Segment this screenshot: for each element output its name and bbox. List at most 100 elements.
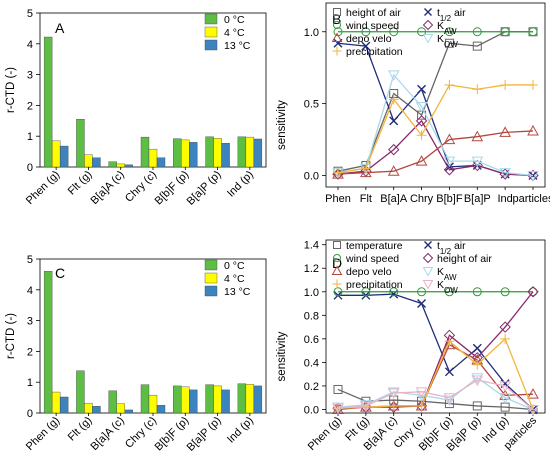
bar xyxy=(76,370,85,414)
marker-triangle-down xyxy=(415,387,428,398)
legend-swatch xyxy=(204,272,218,284)
legend-label: depo velo xyxy=(346,266,392,278)
bar xyxy=(124,164,133,168)
marker-circle xyxy=(389,287,399,297)
series-line xyxy=(337,73,534,177)
bar xyxy=(237,383,247,414)
legend-label: wind speed xyxy=(345,253,399,265)
marker-circle xyxy=(500,287,510,297)
marker-plus xyxy=(444,336,455,347)
legend-label: t1/2 air xyxy=(437,240,466,256)
marker-plus xyxy=(416,130,427,141)
bar xyxy=(51,391,61,414)
marker-triangle-down xyxy=(499,381,511,392)
bar xyxy=(148,148,158,168)
y-axis-label: sensitivity xyxy=(276,331,288,381)
bar xyxy=(213,138,222,168)
panel-label: B xyxy=(332,11,341,27)
marker-diamond xyxy=(422,252,434,264)
y-tick-label: 0.2 xyxy=(304,381,319,393)
bar xyxy=(245,136,255,168)
series-line xyxy=(337,291,534,409)
marker-circle xyxy=(361,27,371,37)
marker-plus xyxy=(332,46,342,56)
y-axis-label: r-CTD (-) xyxy=(5,313,17,359)
marker-diamond xyxy=(527,286,539,298)
x-tick-label: Ind (p) xyxy=(225,415,256,446)
bar xyxy=(108,161,117,168)
legend-label: depo velo xyxy=(346,33,392,45)
x-tick-label: Phen (g) xyxy=(24,415,62,453)
marker-triangle-down xyxy=(360,401,372,412)
marker-circle xyxy=(528,287,538,297)
marker-triangle-down xyxy=(471,373,484,384)
x-tick-label: B[b]F (p) xyxy=(153,169,192,208)
bar xyxy=(253,385,263,414)
sensitivity-chart-b: 0.0 0.5 1.0 sensitivity B Phen Flt B[a]A Chry B[b… xyxy=(276,2,550,205)
bar xyxy=(124,409,133,414)
bar xyxy=(156,157,166,168)
marker-triangle-down xyxy=(422,267,434,277)
bar xyxy=(173,385,182,414)
marker-circle xyxy=(472,287,482,297)
marker-x xyxy=(472,343,482,353)
legend-label: 0 °C xyxy=(224,260,245,272)
legend-item: depo velo xyxy=(331,32,392,45)
legend-label: KAW xyxy=(437,266,457,282)
marker-triangle-down xyxy=(415,102,428,113)
y-tick-label: 2 xyxy=(27,100,33,112)
marker-triangle-up xyxy=(331,265,343,275)
marker-circle xyxy=(389,27,399,37)
legend-label: height of air xyxy=(346,7,401,19)
marker-circle xyxy=(333,254,341,262)
y-axis-label: r-CTD (-) xyxy=(5,67,17,113)
x-tick-label: B[a]P xyxy=(464,193,491,205)
marker-triangle-up xyxy=(387,165,400,176)
marker-diamond xyxy=(499,321,511,333)
bar xyxy=(43,36,53,168)
bar xyxy=(221,389,230,414)
y-tick-label: 0.5 xyxy=(304,99,319,111)
bar xyxy=(51,140,61,168)
y-tick-label: 3 xyxy=(27,70,33,82)
bar xyxy=(43,271,53,414)
marker-plus xyxy=(500,79,511,90)
marker-plus xyxy=(360,163,371,174)
legend-item: KOW xyxy=(422,33,458,49)
bar-chart-a: 0 1 2 3 4 5 r-CTD (-) A Phen (g) Flt (g)B[a]A (c)… xyxy=(5,8,267,208)
y-tick-label: 0 xyxy=(27,162,33,174)
legend-swatch xyxy=(204,285,218,297)
marker-circle xyxy=(472,27,482,37)
marker-triangle-down xyxy=(387,388,400,400)
legend-item: height of air xyxy=(422,252,492,265)
x-tick-label: Flt xyxy=(360,193,372,205)
marker-triangle-up xyxy=(415,155,428,166)
bar xyxy=(156,405,166,414)
marker-circle xyxy=(500,27,510,37)
y-tick-label: 4 xyxy=(27,39,33,51)
x-tick-label: Flt (g) xyxy=(66,415,95,444)
bar xyxy=(181,139,190,168)
legend-label: wind speed xyxy=(345,20,399,32)
legend-label: 4 °C xyxy=(224,273,245,285)
panel-label: D xyxy=(332,255,342,271)
marker-plus xyxy=(388,94,399,105)
marker-plus xyxy=(528,79,538,90)
marker-triangle-down xyxy=(443,156,456,168)
legend-item: wind speed xyxy=(333,253,399,265)
bar xyxy=(108,390,117,414)
legend-swatch xyxy=(204,259,218,271)
bar xyxy=(189,389,198,414)
bar xyxy=(140,384,150,414)
marker-square xyxy=(333,8,341,16)
legend-label: 13 °C xyxy=(224,286,251,298)
marker-plus xyxy=(472,84,483,95)
marker-triangle-up xyxy=(527,124,539,136)
marker-triangle-up xyxy=(527,388,539,399)
marker-plus xyxy=(332,279,342,289)
bar xyxy=(59,396,69,414)
bar xyxy=(92,406,101,414)
legend-item: KOW xyxy=(422,279,458,295)
bar xyxy=(92,157,101,168)
